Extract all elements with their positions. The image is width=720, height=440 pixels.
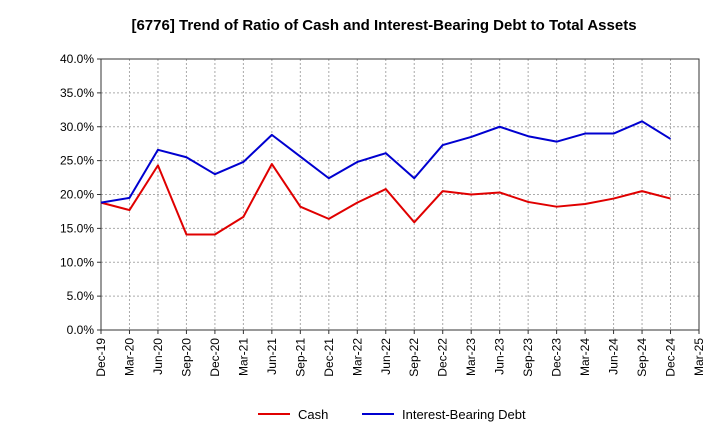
x-tick-label: Mar-24 (578, 338, 592, 376)
x-tick-label: Jun-22 (379, 338, 393, 375)
legend: Cash Interest-Bearing Debt (258, 407, 526, 422)
x-tick-label: Dec-22 (436, 338, 450, 377)
y-tick-label: 20.0% (60, 188, 94, 202)
y-tick-label: 25.0% (60, 154, 94, 168)
x-tick-label: Dec-24 (664, 338, 678, 377)
y-tick-label: 0.0% (67, 323, 95, 337)
y-tick-label: 5.0% (67, 289, 95, 303)
x-tick-label: Sep-23 (521, 338, 535, 377)
legend-label-cash: Cash (298, 407, 328, 422)
y-axis-ticks: 0.0% 5.0% 10.0% 15.0% 20.0% 25.0% 30.0% 35.0% 40… (60, 52, 101, 337)
y-tick-label: 30.0% (60, 120, 94, 134)
x-tick-label: Dec-21 (322, 338, 336, 377)
y-tick-label: 35.0% (60, 86, 94, 100)
y-tick-label: 15.0% (60, 221, 94, 235)
x-tick-label: Jun-24 (607, 338, 621, 375)
plot-background (101, 59, 699, 330)
x-axis-ticks: Dec-19 Mar-20 Jun-20 Sep-20 Dec-20 Mar-21 Jun-… (94, 330, 706, 377)
legend-label-interest-bearing-debt: Interest-Bearing Debt (402, 407, 526, 422)
x-tick-label: Mar-22 (350, 338, 364, 376)
chart-title: [6776] Trend of Ratio of Cash and Intere… (131, 17, 636, 34)
x-tick-label: Jun-21 (265, 338, 279, 375)
plot-area (101, 59, 699, 330)
x-tick-label: Dec-19 (94, 338, 108, 377)
x-tick-label: Mar-20 (122, 338, 136, 376)
series-line-cash (100, 163, 671, 236)
x-tick-label: Mar-23 (464, 338, 478, 376)
series-lines (100, 120, 672, 236)
y-tick-label: 40.0% (60, 52, 94, 66)
x-tick-label: Mar-21 (236, 338, 250, 376)
series-line-interest-bearing-debt (100, 120, 672, 204)
x-tick-label: Jun-23 (493, 338, 507, 375)
x-tick-label: Sep-21 (293, 338, 307, 377)
x-tick-label: Dec-23 (550, 338, 564, 377)
x-tick-label: Mar-25 (692, 338, 706, 376)
x-tick-label: Jun-20 (151, 338, 165, 375)
x-tick-label: Sep-24 (635, 338, 649, 377)
x-tick-label: Sep-20 (179, 338, 193, 377)
x-tick-label: Dec-20 (208, 338, 222, 377)
x-tick-label: Sep-22 (407, 338, 421, 377)
y-tick-label: 10.0% (60, 255, 94, 269)
